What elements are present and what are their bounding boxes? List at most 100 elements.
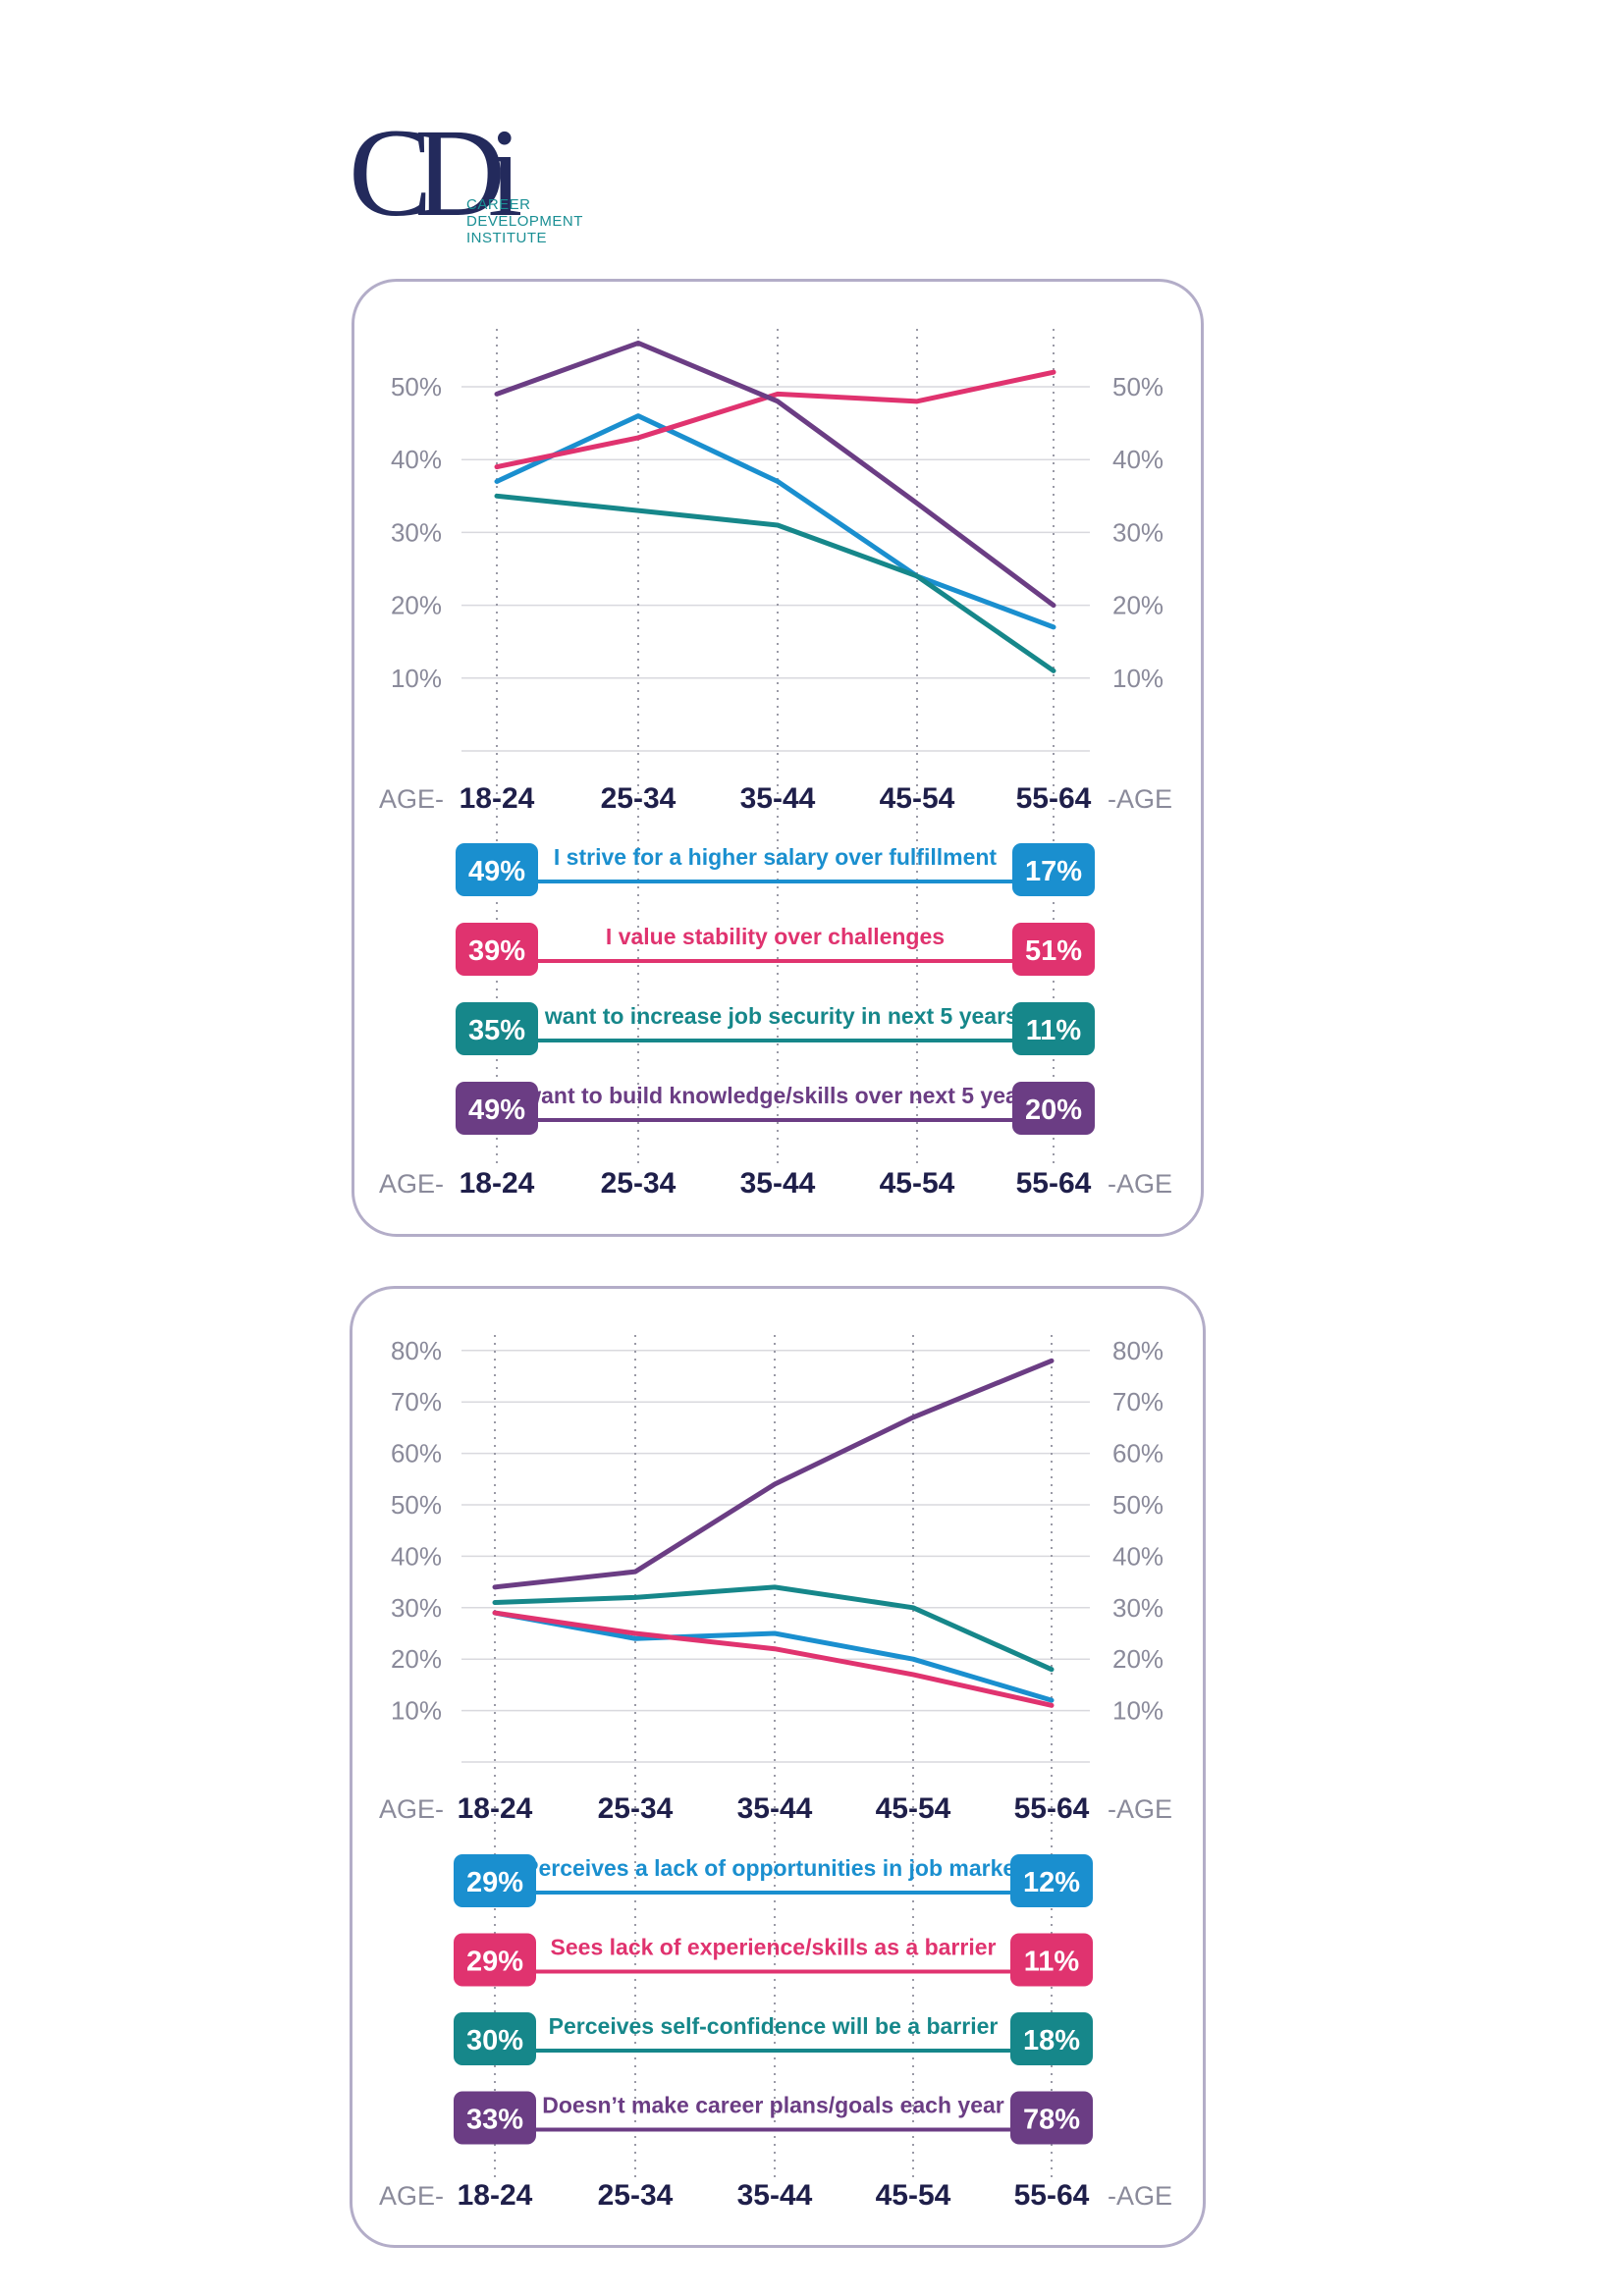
chart1-y-tick-right: 10%: [1112, 664, 1164, 693]
chart1-axis-right-label-bottom: -AGE: [1108, 1169, 1172, 1199]
chart2-y-tick-right: 20%: [1112, 1644, 1164, 1674]
cdi-logo: CDi CAREER DEVELOPMENT INSTITUTE: [349, 110, 614, 252]
chart2-series-line-1: [492, 1610, 1055, 1703]
chart-panel-2: [350, 1286, 1206, 2248]
chart1-start-badge-2: [456, 923, 538, 976]
chart2-legend-label-1: Perceives a lack of opportunities in job…: [523, 1855, 1023, 1881]
chart1-y-tick-left: 50%: [391, 372, 442, 401]
chart2-legend-label-3: Perceives self-confidence will be a barr…: [549, 2013, 999, 2039]
logo-line-2: DEVELOPMENT: [466, 213, 583, 230]
chart1-axis-left-label-top: AGE-: [379, 784, 444, 814]
chart2-x-tick-top: 35-44: [737, 1792, 813, 1825]
chart2-start-value-3: 30%: [466, 2025, 523, 2056]
chart1-y-tick-right: 50%: [1112, 372, 1164, 401]
chart2-legend-label-4: Doesn’t make career plans/goals each yea…: [542, 2093, 1004, 2118]
chart2-y-tick-right: 60%: [1112, 1439, 1164, 1468]
chart1-end-badge-2: [1012, 923, 1095, 976]
chart1-end-badge-1: [1012, 843, 1095, 896]
chart1-end-value-1: 17%: [1025, 856, 1082, 887]
chart2-x-tick-top: 55-64: [1014, 1792, 1090, 1825]
chart2-start-badge-2: [454, 1933, 536, 1987]
chart2-x-tick-bottom: 55-64: [1014, 2179, 1090, 2212]
chart1-y-tick-right: 20%: [1112, 591, 1164, 620]
chart1-series-line-2: [494, 369, 1056, 470]
chart2-axis-right-label-top: -AGE: [1108, 1794, 1172, 1824]
chart1-start-value-3: 35%: [468, 1015, 525, 1046]
chart1-start-badge-4: [456, 1082, 538, 1135]
chart1-legend-label-1: I strive for a higher salary over fulfil…: [554, 844, 998, 870]
chart2-y-tick-left: 10%: [391, 1696, 442, 1726]
chart1-series-line-3: [494, 493, 1056, 673]
chart2-legend-label-2: Sees lack of experience/skills as a barr…: [551, 1935, 997, 1960]
chart2-axis-left-label-bottom: AGE-: [379, 2181, 444, 2211]
chart2-start-badge-4: [454, 2091, 536, 2145]
chart2-series-line-2: [492, 1610, 1055, 1708]
logo-mark: CDi: [349, 103, 522, 242]
chart1-x-tick-bottom: 45-54: [880, 1167, 955, 1200]
chart1-x-tick-top: 18-24: [460, 782, 535, 815]
chart2-axis-right-label-bottom: -AGE: [1108, 2181, 1172, 2211]
chart2-y-tick-right: 40%: [1112, 1541, 1164, 1571]
chart1-series-line-4: [494, 340, 1056, 609]
chart2-y-tick-left: 50%: [391, 1490, 442, 1520]
chart1-start-badge-3: [456, 1002, 538, 1055]
chart2-y-tick-left: 60%: [391, 1439, 442, 1468]
chart1-x-tick-bottom: 35-44: [740, 1167, 816, 1200]
chart2-x-tick-top: 18-24: [458, 1792, 533, 1825]
chart1-y-tick-left: 20%: [391, 591, 442, 620]
chart1-x-tick-top: 45-54: [880, 782, 955, 815]
logo-text: CAREER DEVELOPMENT INSTITUTE: [466, 196, 583, 246]
chart2-series-line-3: [492, 1584, 1055, 1673]
chart2-end-value-4: 78%: [1023, 2105, 1080, 2136]
logo-line-3: INSTITUTE: [466, 230, 547, 246]
chart2-x-tick-bottom: 35-44: [737, 2179, 813, 2212]
chart1-end-badge-3: [1012, 1002, 1095, 1055]
chart2-end-badge-4: [1010, 2091, 1093, 2145]
chart2-end-badge-3: [1010, 2012, 1093, 2065]
chart1-y-tick-left: 10%: [391, 664, 442, 693]
chart1-axis-right-label-top: -AGE: [1108, 784, 1172, 814]
chart2-y-tick-left: 20%: [391, 1644, 442, 1674]
chart-panel-1: [352, 279, 1204, 1237]
chart1-x-tick-bottom: 55-64: [1016, 1167, 1092, 1200]
chart1-y-tick-right: 30%: [1112, 517, 1164, 547]
chart1-y-tick-left: 40%: [391, 445, 442, 474]
chart2-start-value-4: 33%: [466, 2105, 523, 2136]
chart1-end-value-2: 51%: [1025, 935, 1082, 967]
chart2-x-tick-bottom: 18-24: [458, 2179, 533, 2212]
chart1-x-tick-top: 55-64: [1016, 782, 1092, 815]
chart1-start-value-4: 49%: [468, 1095, 525, 1126]
chart1-end-badge-4: [1012, 1082, 1095, 1135]
chart1-start-value-2: 39%: [468, 935, 525, 967]
chart1-x-tick-bottom: 25-34: [601, 1167, 677, 1200]
chart1-start-value-1: 49%: [468, 856, 525, 887]
chart1-end-value-4: 20%: [1025, 1095, 1082, 1126]
chart1-end-value-3: 11%: [1026, 1015, 1082, 1046]
chart2-y-tick-right: 10%: [1112, 1696, 1164, 1726]
logo-line-1: CAREER: [466, 196, 531, 213]
chart2-y-tick-left: 80%: [391, 1336, 442, 1365]
chart2-start-value-2: 29%: [466, 1947, 523, 1978]
chart2-end-value-2: 11%: [1024, 1947, 1080, 1978]
chart1-x-tick-top: 35-44: [740, 782, 816, 815]
chart2-start-badge-3: [454, 2012, 536, 2065]
chart1-legend-label-3: I want to increase job security in next …: [532, 1003, 1018, 1029]
chart1-x-tick-top: 25-34: [601, 782, 677, 815]
chart2-y-tick-left: 40%: [391, 1541, 442, 1571]
chart1-series-line-1: [494, 413, 1056, 630]
chart2-series-line-4: [492, 1358, 1055, 1590]
chart2-x-tick-top: 45-54: [876, 1792, 951, 1825]
chart1-legend-label-4: I want to build knowledge/skills over ne…: [511, 1083, 1039, 1108]
chart1-start-badge-1: [456, 843, 538, 896]
chart2-y-tick-right: 30%: [1112, 1593, 1164, 1623]
chart2-end-badge-2: [1010, 1933, 1093, 1987]
chart1-y-tick-left: 30%: [391, 517, 442, 547]
chart1-x-tick-bottom: 18-24: [460, 1167, 535, 1200]
chart2-y-tick-left: 30%: [391, 1593, 442, 1623]
chart1-y-tick-right: 40%: [1112, 445, 1164, 474]
chart2-start-value-1: 29%: [466, 1867, 523, 1898]
chart2-start-badge-1: [454, 1854, 536, 1907]
chart1-legend-label-2: I value stability over challenges: [606, 924, 945, 949]
chart2-y-tick-right: 80%: [1112, 1336, 1164, 1365]
